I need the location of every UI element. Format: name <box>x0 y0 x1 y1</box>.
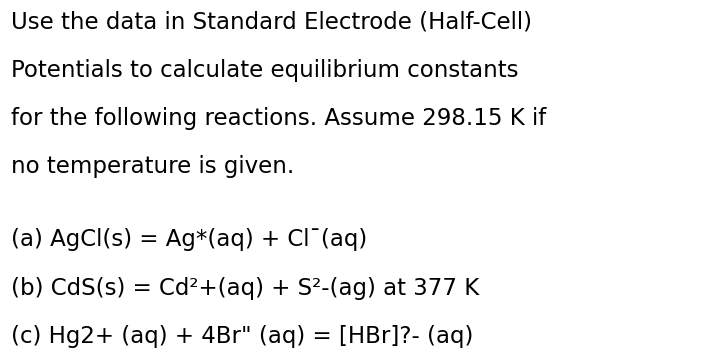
Text: no temperature is given.: no temperature is given. <box>11 155 294 178</box>
Text: for the following reactions. Assume 298.15 K if: for the following reactions. Assume 298.… <box>11 107 546 130</box>
Text: (b) CdS(s) = Cd²+(aq) + S²-(ag) at 377 K: (b) CdS(s) = Cd²+(aq) + S²-(ag) at 377 K <box>11 277 479 300</box>
Text: (c) Hg2+ (aq) + 4Br" (aq) = [HBr]?- (aq): (c) Hg2+ (aq) + 4Br" (aq) = [HBr]?- (aq) <box>11 325 473 348</box>
Text: (a) AgCl(s) = Ag*(aq) + Cl¯(aq): (a) AgCl(s) = Ag*(aq) + Cl¯(aq) <box>11 228 367 251</box>
Text: Use the data in Standard Electrode (Half-Cell): Use the data in Standard Electrode (Half… <box>11 11 532 34</box>
Text: Potentials to calculate equilibrium constants: Potentials to calculate equilibrium cons… <box>11 59 518 82</box>
